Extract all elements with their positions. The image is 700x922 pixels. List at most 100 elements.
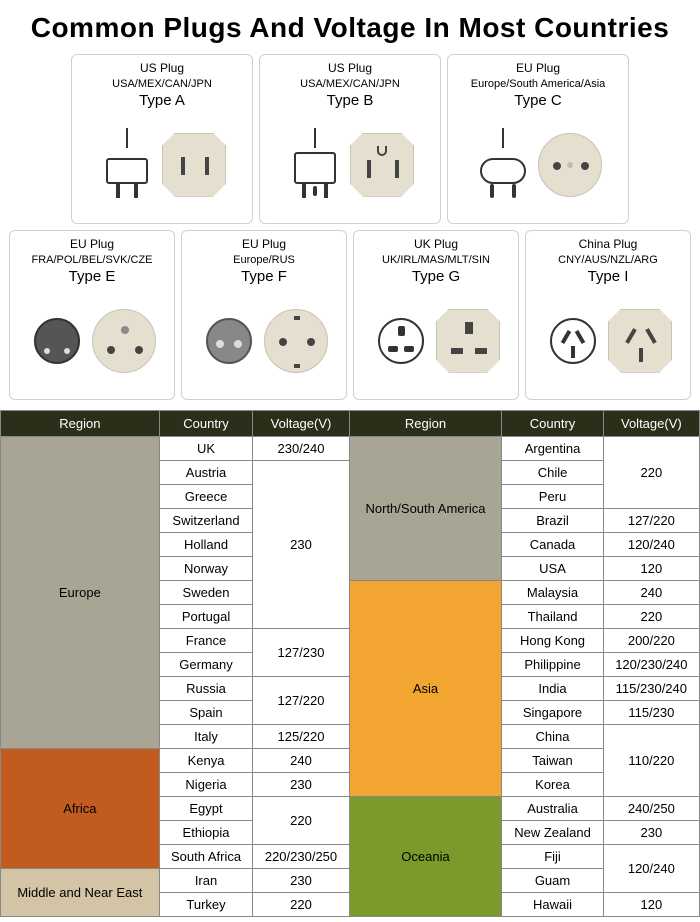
table-cell: China [502,725,603,749]
table-cell: Canada [502,533,603,557]
table-cell: Thailand [502,605,603,629]
table-cell: Malaysia [502,581,603,605]
table-cell: Egypt [159,797,253,821]
table-cell: 220 [603,605,699,629]
plug-regions-label: USA/MEX/CAN/JPN [300,77,400,91]
table-cell: Greece [159,485,253,509]
plug-icon [544,312,602,370]
table-cell: Portugal [159,605,253,629]
plug-icon [98,136,156,194]
table-cell: 230/240 [253,437,349,461]
table-cell: UK [159,437,253,461]
table-cell: 120/240 [603,533,699,557]
table-row: EuropeUK230/240North/South AmericaArgent… [1,437,700,461]
table-cell: Turkey [159,893,253,917]
socket-icon [92,309,156,373]
plug-type-label: Type I [588,267,629,287]
plug-icon [474,136,532,194]
table-cell: Chile [502,461,603,485]
table-cell: Austria [159,461,253,485]
plug-icon [200,312,258,370]
table-cell: 220 [603,437,699,509]
table-cell: South Africa [159,845,253,869]
table-cell: Philippine [502,653,603,677]
table-header-row: RegionCountryVoltage(V)RegionCountryVolt… [1,411,700,437]
table-cell: 240 [253,749,349,773]
socket-icon [162,133,226,197]
table-cell: Hong Kong [502,629,603,653]
table-cell: France [159,629,253,653]
plug-icon [372,312,430,370]
plug-type-label: Type C [514,91,562,111]
plug-card: EU PlugFRA/POL/BEL/SVK/CZEType E [9,230,175,400]
plug-card: UK PlugUK/IRL/MAS/MLT/SINType G [353,230,519,400]
table-cell: USA [502,557,603,581]
socket-icon [608,309,672,373]
plug-name-label: US Plug [328,61,372,77]
table-header-cell: Region [349,411,502,437]
table-cell: North/South America [349,437,502,581]
table-cell: Hawaii [502,893,603,917]
table-cell: Norway [159,557,253,581]
table-cell: 220 [253,797,349,845]
table-header-cell: Country [159,411,253,437]
plug-name-label: US Plug [140,61,184,77]
plug-regions-label: Europe/South America/Asia [471,77,606,91]
table-cell: 127/230 [253,629,349,677]
table-cell: Fiji [502,845,603,869]
plug-card: EU PlugEurope/RUSType F [181,230,347,400]
table-cell: Taiwan [502,749,603,773]
plug-name-label: EU Plug [70,237,114,253]
plug-card: EU PlugEurope/South America/AsiaType C [447,54,629,224]
plug-regions-label: UK/IRL/MAS/MLT/SIN [382,253,490,267]
socket-icon [436,309,500,373]
table-cell: 220 [253,893,349,917]
plug-type-label: Type F [241,267,287,287]
table-cell: 127/220 [253,677,349,725]
table-cell: Singapore [502,701,603,725]
table-header-cell: Region [1,411,160,437]
plug-icon [286,136,344,194]
table-cell: Iran [159,869,253,893]
table-cell: Kenya [159,749,253,773]
table-cell: 127/220 [603,509,699,533]
plug-regions-label: FRA/POL/BEL/SVK/CZE [31,253,152,267]
table-cell: Korea [502,773,603,797]
plug-name-label: UK Plug [414,237,458,253]
plug-icon [28,312,86,370]
table-header-cell: Voltage(V) [253,411,349,437]
plug-type-label: Type G [412,267,460,287]
table-cell: 125/220 [253,725,349,749]
table-cell: Middle and Near East [1,869,160,917]
table-cell: Switzerland [159,509,253,533]
voltage-table: RegionCountryVoltage(V)RegionCountryVolt… [0,410,700,917]
socket-icon [264,309,328,373]
table-cell: Germany [159,653,253,677]
page-title: Common Plugs And Voltage In Most Countri… [0,0,700,54]
plug-type-label: Type A [139,91,185,111]
plug-name-label: EU Plug [516,61,560,77]
table-cell: Australia [502,797,603,821]
table-cell: 115/230 [603,701,699,725]
socket-icon [350,133,414,197]
table-header-cell: Country [502,411,603,437]
table-cell: Argentina [502,437,603,461]
plug-name-label: EU Plug [242,237,286,253]
table-cell: Peru [502,485,603,509]
plug-name-label: China Plug [579,237,638,253]
plug-type-label: Type E [69,267,116,287]
table-cell: 115/230/240 [603,677,699,701]
table-cell: 120/240 [603,845,699,893]
plug-card: US PlugUSA/MEX/CAN/JPNType B [259,54,441,224]
table-cell: Holland [159,533,253,557]
table-cell: New Zealand [502,821,603,845]
table-cell: 220/230/250 [253,845,349,869]
table-cell: Sweden [159,581,253,605]
table-cell: 110/220 [603,725,699,797]
table-cell: Africa [1,749,160,869]
table-cell: Italy [159,725,253,749]
table-header-cell: Voltage(V) [603,411,699,437]
table-cell: 120/230/240 [603,653,699,677]
plug-regions-label: Europe/RUS [233,253,295,267]
plug-regions-label: CNY/AUS/NZL/ARG [558,253,658,267]
